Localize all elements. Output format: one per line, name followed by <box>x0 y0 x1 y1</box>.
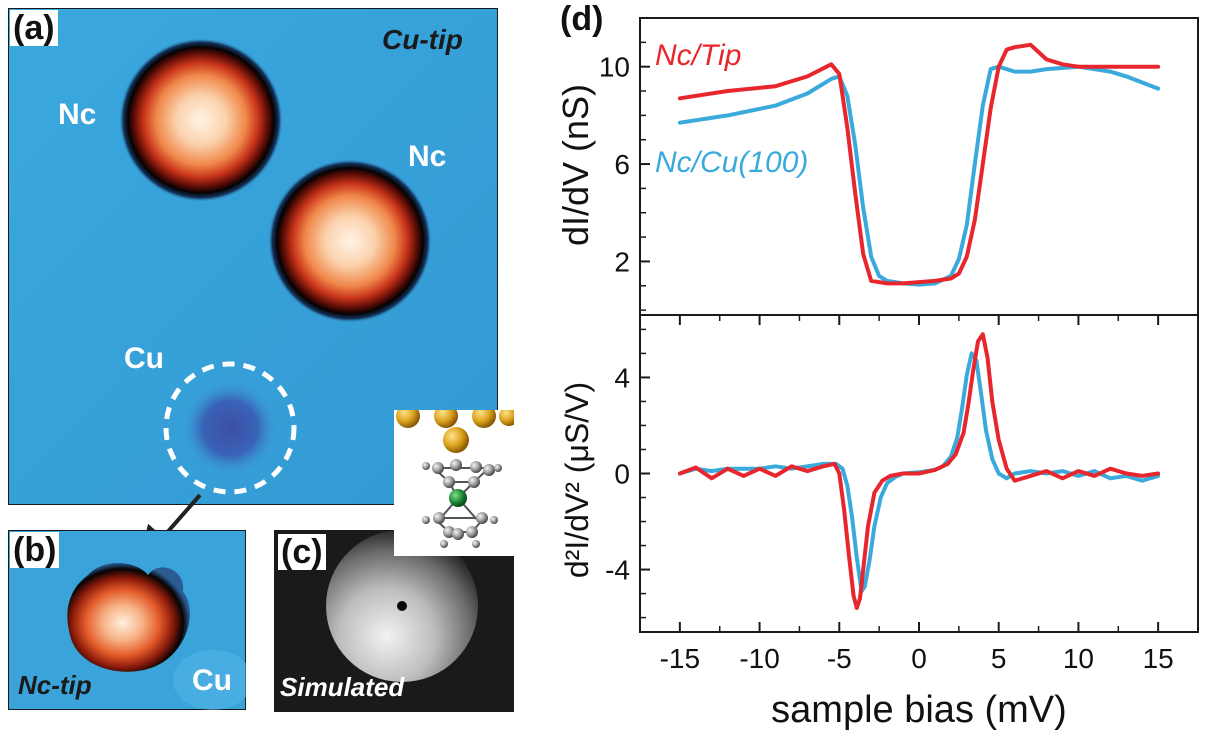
x-tick-label-5: 10 <box>1063 643 1094 674</box>
x-tick-label-1: -10 <box>739 643 779 674</box>
cu-label-b: Cu <box>192 664 232 697</box>
molecule-model-graphic <box>394 404 519 556</box>
nc-label-2: Nc <box>408 140 447 173</box>
bottom-y-tick-label-1: 0 <box>614 459 630 490</box>
top-y-ticks: 2 6 10 <box>599 17 650 311</box>
cu-tip-label: Cu-tip <box>382 24 463 55</box>
panel-a-label: (a) <box>10 10 58 46</box>
carbon-atoms-bottom <box>422 512 498 548</box>
bottom-series-lines <box>677 332 1161 610</box>
simulated-image-c: (c) Simulated <box>274 530 514 712</box>
x-tick-label-3: 0 <box>911 643 927 674</box>
molecule-model-inset <box>394 404 519 556</box>
stm-image-b: (b) Nc-tip Cu <box>7 529 253 711</box>
nc-label-1: Nc <box>58 98 97 131</box>
stm-image-a-graphic <box>7 7 499 506</box>
x-tick-label-0: -15 <box>660 643 700 674</box>
panel-b-label: (b) <box>10 532 60 568</box>
x-tick-label-4: 5 <box>991 643 1007 674</box>
nc-tip-label: Nc-tip <box>18 670 92 700</box>
x-axis-label: sample bias (mV) <box>771 689 1067 731</box>
cu-label: Cu <box>124 342 164 375</box>
carbon-atoms-top <box>422 459 502 488</box>
top-series-lines <box>677 42 1161 287</box>
simulated-caption: Simulated <box>280 672 405 702</box>
bottom-y-axis-label: d²I/dV² (μS/V) <box>559 382 595 578</box>
cu-adatom <box>180 378 280 478</box>
nickel-atom <box>449 489 467 507</box>
top-y-tick-label-1: 6 <box>614 149 630 180</box>
top-y-axis-label: dI/dV (nS) <box>555 84 596 246</box>
legend-nc-tip: Nc/Tip <box>655 39 741 72</box>
cu-adatom-dashed-circle <box>163 361 297 495</box>
panel-d-label: (d) <box>560 0 603 38</box>
legend-nc-cu100: Nc/Cu(100) <box>655 146 808 179</box>
x-tick-label-2: -5 <box>827 643 852 674</box>
x-ticks: -15 -10 -5 0 5 10 15 <box>639 315 1199 674</box>
bottom-y-tick-label-2: 4 <box>614 362 630 393</box>
nickelocene-molecule-1 <box>119 38 283 202</box>
nickelocene-tip-image <box>67 562 190 672</box>
stm-image-a: (a) Cu-tip Nc Nc Cu <box>7 7 499 506</box>
didv-series-nc-cu100 <box>677 64 1161 287</box>
didv-series-nc-tip <box>677 42 1161 286</box>
d2idv2-series-nc-tip <box>677 332 1161 610</box>
x-tick-label-6: 15 <box>1143 643 1174 674</box>
panel-c-label: (c) <box>278 534 326 570</box>
top-y-tick-label-0: 2 <box>614 246 630 277</box>
simulated-center-dot <box>397 601 407 611</box>
bottom-y-tick-label-0: -4 <box>605 555 630 586</box>
top-y-tick-label-2: 10 <box>599 52 630 83</box>
nickelocene-molecule-2 <box>268 159 432 323</box>
bottom-y-ticks: -4 0 4 <box>605 328 650 619</box>
